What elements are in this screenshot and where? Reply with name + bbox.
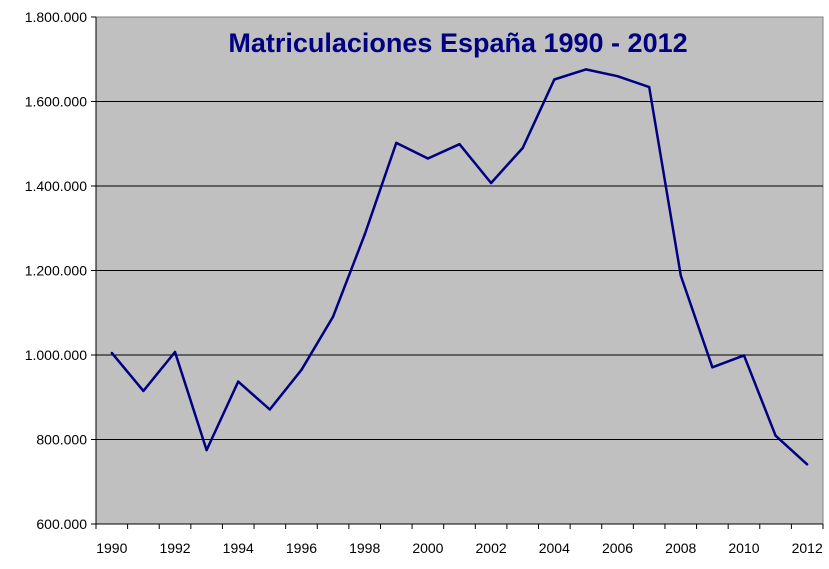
x-tick-label: 2000 bbox=[412, 540, 443, 556]
data-point bbox=[584, 68, 588, 71]
chart-title: Matriculaciones España 1990 - 2012 bbox=[228, 28, 687, 58]
y-tick-label: 1.800.000 bbox=[25, 9, 87, 25]
y-tick-label: 1.200.000 bbox=[25, 263, 87, 279]
data-point bbox=[268, 408, 272, 411]
data-point bbox=[237, 380, 240, 383]
data-point bbox=[805, 463, 809, 466]
x-tick-label: 2004 bbox=[539, 540, 570, 556]
data-point bbox=[331, 315, 335, 318]
y-tick-label: 1.000.000 bbox=[25, 347, 87, 363]
data-point bbox=[300, 368, 303, 371]
x-tick-label: 2008 bbox=[665, 540, 696, 556]
x-tick-label: 2010 bbox=[728, 540, 759, 556]
data-point bbox=[395, 141, 398, 145]
x-axis-tick-labels: 1990 1992 1994 1996 1998 2000 2002 2004 2006 2008… bbox=[96, 540, 823, 556]
y-tick-label: 1.400.000 bbox=[25, 178, 87, 194]
x-tick-label: 2012 bbox=[792, 540, 823, 556]
x-tick-label: 1992 bbox=[159, 540, 190, 556]
data-point bbox=[458, 142, 461, 146]
data-point bbox=[173, 350, 177, 354]
data-point bbox=[142, 389, 145, 393]
y-axis-tick-labels: 600.000 800.000 1.000.000 1.200.000 1.400.00… bbox=[25, 9, 88, 532]
data-point bbox=[426, 157, 430, 160]
data-points bbox=[110, 68, 809, 466]
data-point bbox=[553, 78, 556, 81]
data-point bbox=[711, 366, 714, 369]
x-tick-label: 1996 bbox=[286, 540, 317, 556]
axes bbox=[91, 16, 824, 529]
data-point bbox=[521, 146, 524, 150]
data-point bbox=[616, 74, 619, 78]
x-tick-label: 2002 bbox=[476, 540, 507, 556]
data-point bbox=[647, 85, 651, 89]
data-point bbox=[742, 354, 746, 357]
y-tick-label: 800.000 bbox=[36, 432, 87, 448]
data-point bbox=[205, 448, 208, 452]
y-tick-label: 600.000 bbox=[36, 516, 87, 532]
y-tick-label: 1.600.000 bbox=[25, 94, 87, 110]
data-point bbox=[679, 274, 682, 277]
x-tick-label: 1998 bbox=[349, 540, 380, 556]
data-point bbox=[489, 181, 493, 185]
data-point bbox=[363, 233, 366, 236]
data-point bbox=[110, 351, 114, 355]
x-tick-label: 1990 bbox=[96, 540, 127, 556]
data-point bbox=[774, 434, 777, 437]
x-tick-label: 1994 bbox=[223, 540, 254, 556]
gridlines bbox=[96, 101, 823, 440]
x-tick-label: 2006 bbox=[602, 540, 633, 556]
